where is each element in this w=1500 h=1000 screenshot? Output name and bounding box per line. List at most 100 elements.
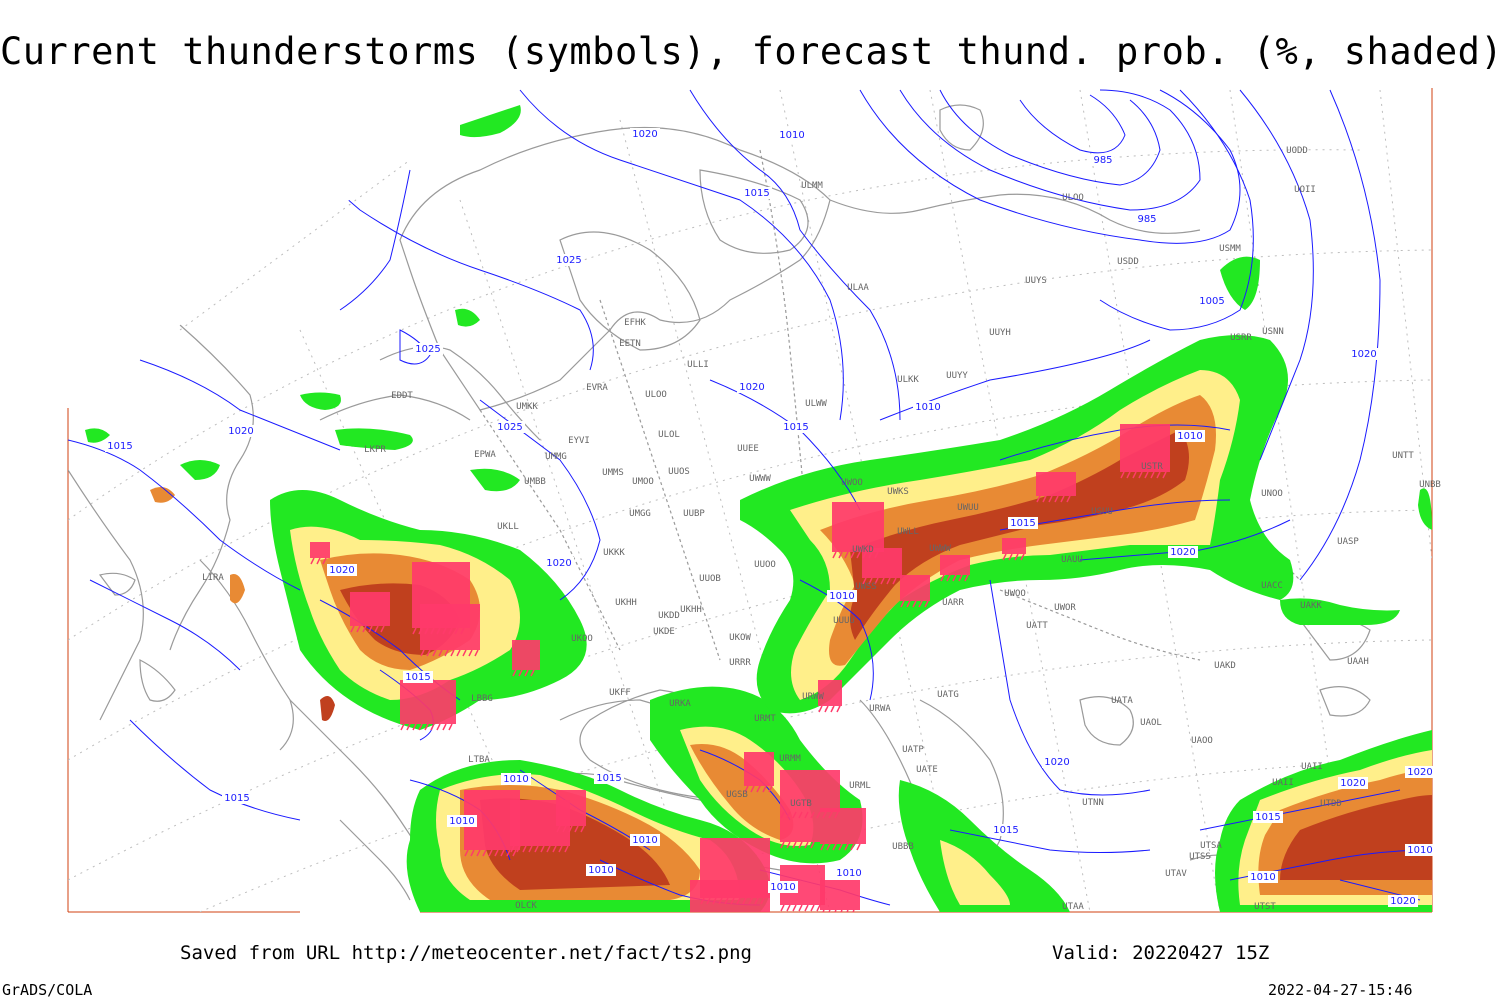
thunderstorm-symbol-tick: [844, 843, 849, 851]
thunderstorm-symbol-tick: [438, 649, 443, 657]
thunderstorm-symbol-tick: [720, 911, 725, 912]
thunderstorm-symbol-tick: [1120, 471, 1125, 479]
station-label: UWOO: [1004, 589, 1026, 599]
thunderstorm-symbol-tick: [406, 723, 411, 731]
station-label: UMKK: [516, 402, 538, 412]
station-label: UKLL: [497, 522, 519, 532]
isobar-label-bg: [630, 834, 660, 846]
isobar-label-bg: [222, 792, 252, 804]
station-label: UWWW: [929, 544, 951, 554]
thunderstorm-symbol-tick: [958, 574, 963, 582]
thunderstorm-symbol-tick: [792, 841, 797, 849]
station-label: UATE: [916, 765, 938, 775]
thunderstorm-symbol-tick: [316, 557, 321, 565]
thunderstorm-symbol-tick: [430, 723, 435, 731]
thunderstorm-symbol-tick: [880, 577, 885, 585]
thunderstorm-symbol: [744, 752, 774, 786]
thunderstorm-symbol-tick: [558, 845, 563, 853]
station-labels: ULMM ULOO UODD UOII USDD USMM ULAA UUYS UUYH USNN…: [202, 146, 1441, 912]
thunderstorm-symbol-tick: [1036, 495, 1041, 503]
thunderstorm-symbol-tick: [456, 649, 461, 657]
thunderstorm-symbol-tick: [450, 649, 455, 657]
thunderstorm-symbol-tick: [448, 723, 453, 731]
isobar-label-bg: [827, 590, 857, 602]
station-label: UAOL: [1140, 718, 1162, 728]
thunderstorm-symbol-tick: [1008, 553, 1013, 561]
thunderstorm-symbol-tick: [512, 669, 517, 677]
thunderstorm-symbol-tick: [874, 577, 879, 585]
thunderstorm-symbol-tick: [832, 909, 837, 912]
isobar-label-bg: [1338, 777, 1368, 789]
station-label: UUUU: [833, 616, 855, 626]
isobar-label-bg: [501, 773, 531, 785]
station-label: UARR: [942, 598, 964, 608]
station-label: ULLI: [687, 360, 709, 370]
isobar-label-bg: [768, 881, 798, 893]
isobar-label-bg: [105, 440, 135, 452]
thunderstorm-symbol-tick: [528, 845, 533, 853]
station-label: UAOO: [1191, 736, 1213, 746]
thunderstorm-symbol-tick: [820, 843, 825, 851]
thunderstorm-symbol-tick: [1020, 553, 1025, 561]
thunderstorm-symbol: [556, 790, 586, 826]
station-label: UMOO: [632, 477, 654, 487]
station-label: USDD: [1117, 257, 1139, 267]
thunderstorm-symbol-tick: [946, 574, 951, 582]
isobar-label: 1010: [1407, 845, 1432, 856]
station-label: USUU: [1091, 507, 1113, 517]
thunderstorm-symbol-tick: [952, 574, 957, 582]
thunderstorm-symbol-tick: [832, 551, 837, 559]
thunderstorm-symbol-tick: [1150, 471, 1155, 479]
thunderstorm-symbol-tick: [400, 723, 405, 731]
station-label: UAKK: [1300, 601, 1322, 611]
station-label: UMGG: [629, 509, 651, 519]
thunderstorm-symbol-tick: [512, 849, 517, 857]
thunderstorm-symbol-tick: [1060, 495, 1065, 503]
thunderstorm-symbol-tick: [906, 600, 911, 608]
station-label: UATP: [902, 745, 924, 755]
thunderstorm-symbol-tick: [426, 649, 431, 657]
station-label: URKA: [669, 699, 691, 709]
station-label: UNBB: [1419, 480, 1441, 490]
isobar-label-bg: [1253, 811, 1283, 823]
station-label: UNTT: [1392, 451, 1414, 461]
station-label: UTSS: [1189, 852, 1211, 862]
isobar-label: 1015: [224, 793, 249, 804]
thunderstorm-symbol-tick: [380, 625, 385, 633]
station-label: UAAH: [1347, 657, 1369, 667]
isobar-label: 1010: [836, 868, 861, 879]
thunderstorm-symbol-tick: [418, 723, 423, 731]
thunderstorm-symbol-tick: [850, 843, 855, 851]
station-label: UUBP: [683, 509, 705, 519]
thunderstorm-symbol-tick: [738, 911, 743, 912]
station-label: UUOO: [754, 560, 776, 570]
thunderstorm-symbol-tick: [798, 841, 803, 849]
station-label: UAII: [1272, 778, 1294, 788]
station-label: USTR: [1141, 462, 1163, 472]
thunderstorm-symbol: [820, 880, 860, 910]
isobar-label: 1025: [497, 422, 522, 433]
thunderstorm-symbol: [940, 555, 970, 575]
thunderstorm-symbol-tick: [832, 843, 837, 851]
thunderstorm-symbol-tick: [732, 911, 737, 912]
thunderstorm-symbol-tick: [1054, 495, 1059, 503]
thunderstorm-symbol-tick: [756, 911, 761, 912]
isobar-label: 1020: [632, 129, 657, 140]
thunderstorm-symbol-tick: [442, 723, 447, 731]
thunderstorm-symbol-tick: [574, 825, 579, 833]
thunderstorm-symbol-tick: [780, 904, 785, 912]
thunderstorm-symbol-tick: [462, 649, 467, 657]
isobar-label-bg: [1168, 546, 1198, 558]
thunderstorm-symbol-tick: [830, 705, 835, 713]
station-label: UACC: [1261, 581, 1283, 591]
station-label: OLCK: [515, 901, 537, 911]
thunderstorm-symbol-tick: [1156, 471, 1161, 479]
thunderstorm-symbol-tick: [530, 669, 535, 677]
thunderstorm-symbol: [818, 680, 842, 706]
isobar-label-bg: [1248, 871, 1278, 883]
station-label: UKFF: [609, 688, 631, 698]
thunderstorm-symbol-tick: [350, 625, 355, 633]
isobar-label-bg: [413, 343, 443, 355]
station-label: UKHH: [615, 598, 637, 608]
station-label: UNOO: [1261, 489, 1283, 499]
